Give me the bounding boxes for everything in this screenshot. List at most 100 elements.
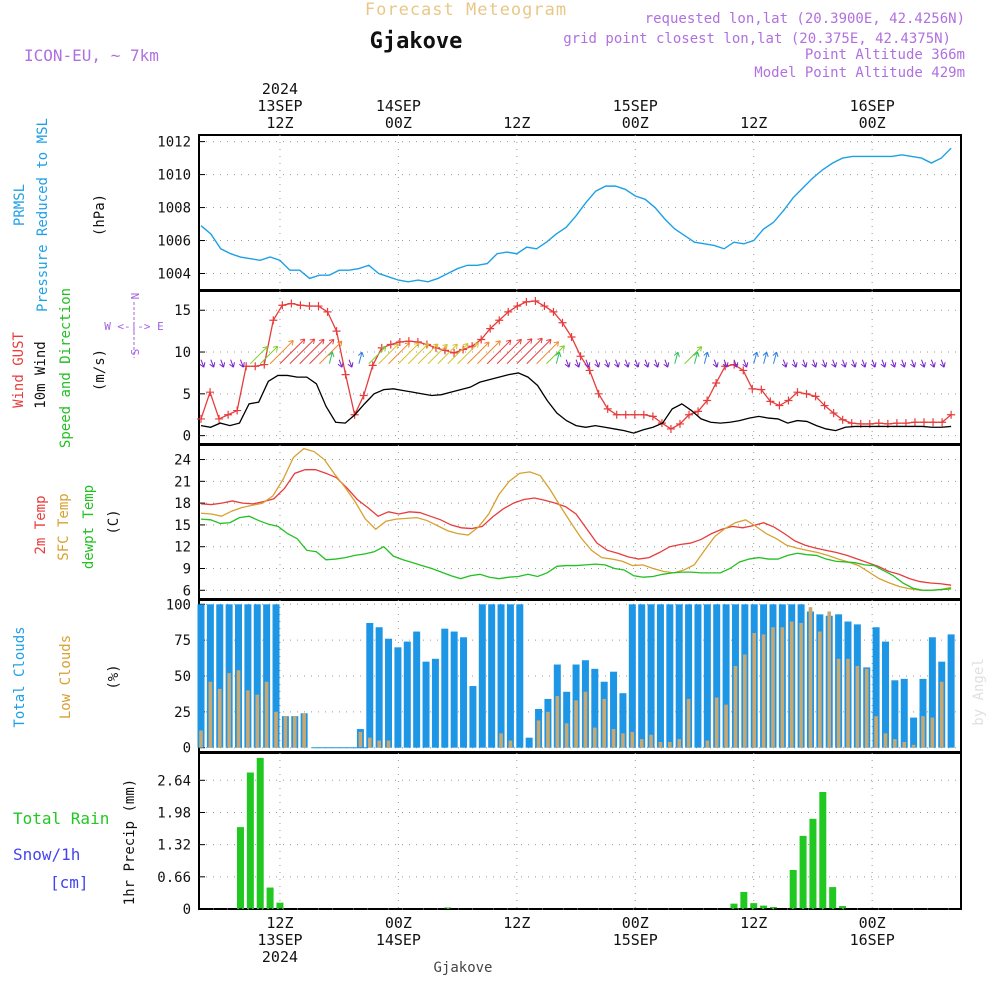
total-cloud-bar [206, 604, 214, 748]
wind-direction-arrow [900, 359, 907, 368]
total-cloud-bar [638, 604, 646, 748]
wind-direction-arrow [299, 338, 325, 365]
rain-bar [730, 903, 738, 909]
total-cloud-bar [656, 604, 664, 748]
gust-marker [811, 392, 820, 401]
low-clouds-label: Low Clouds [58, 635, 74, 719]
wind-direction-arrow [309, 338, 335, 365]
low-cloud-bar [836, 658, 841, 748]
gust-marker [666, 424, 675, 433]
gust-marker [314, 302, 323, 311]
low-cloud-bar [733, 665, 738, 748]
bottom-time-label: 14SEP [376, 931, 421, 949]
wind-direction-arrow [467, 341, 490, 365]
rain-label: Total Rain [13, 809, 109, 828]
panel-4: 0 25 50 75 100 [166, 597, 962, 757]
gust-marker [441, 346, 450, 355]
wind-direction-arrow [259, 345, 279, 365]
total-cloud-bar [441, 628, 449, 748]
gust-marker [929, 418, 938, 427]
total-cloud-bar [891, 680, 899, 748]
gust-marker [910, 418, 919, 427]
total-cloud-bar [713, 604, 721, 748]
rain-bar [769, 907, 777, 909]
total-cloud-bar [872, 627, 880, 748]
top-time-label: 12Z [503, 114, 530, 132]
gust-label: Wind GUST [11, 332, 27, 408]
total-cloud-bar [460, 637, 468, 748]
gust-marker [630, 410, 639, 419]
panel-2: 0 5 10 15 [174, 290, 962, 445]
wind-direction-arrow [860, 359, 867, 368]
wind-direction-arrow [378, 343, 399, 365]
total-cloud-bar [422, 661, 430, 748]
y-tick-label: 5 [183, 387, 191, 403]
panel-3: 6 9 12 15 18 21 24 [174, 444, 962, 600]
gust-marker [495, 316, 504, 325]
low-cloud-bar [686, 698, 691, 748]
wind-direction-arrow [229, 359, 235, 368]
gust-marker [576, 352, 585, 361]
total-cloud-bar [272, 604, 280, 748]
rain-bar [750, 903, 758, 909]
wind-direction-arrow [546, 345, 565, 365]
low-cloud-bar [199, 730, 203, 748]
wind-direction-arrow [762, 351, 769, 364]
wind-direction-arrow [643, 359, 650, 368]
total-cloud-bar [685, 604, 693, 748]
gust-marker [784, 396, 793, 405]
total-cloud-bar [703, 604, 711, 748]
total-cloud-bar [910, 717, 918, 748]
rain-bar [236, 827, 244, 909]
bottom-time-label: 00Z [622, 914, 649, 932]
wind-direction-arrow [880, 359, 887, 368]
grid-point-coords: grid point closest lon,lat (20.375E, 42.… [563, 31, 951, 47]
total-cloud-bar [478, 604, 486, 748]
dewpt-line [200, 515, 952, 591]
wind-direction-arrow [319, 340, 343, 365]
low-cloud-bar [930, 717, 935, 748]
panel-frame [198, 752, 962, 910]
y-tick-label: 2.64 [157, 773, 191, 789]
low-cloud-bar [593, 727, 597, 748]
wind-line [200, 372, 952, 434]
wind-direction-arrow [516, 337, 543, 365]
gust-marker [359, 391, 368, 400]
gust-marker [540, 302, 549, 311]
cloud-unit: (%) [106, 664, 122, 689]
low-cloud-bar [536, 720, 541, 748]
panel-1: 1004 1006 1008 1010 1012 [157, 134, 962, 291]
wind-direction-arrow [722, 359, 729, 368]
gust-marker [901, 419, 910, 428]
gust-marker [197, 414, 205, 423]
wind-direction-arrow [417, 343, 439, 365]
low-cloud-bar [574, 700, 578, 748]
total-cloud-bar [253, 604, 261, 748]
total-cloud-bar [244, 604, 252, 748]
gust-marker [694, 407, 703, 416]
low-cloud-bar [771, 627, 775, 748]
gust-marker [712, 378, 721, 387]
y-tick-label: 9 [183, 561, 191, 577]
gust-marker [386, 340, 395, 349]
low-cloud-bar [705, 740, 710, 748]
gust-marker [522, 297, 531, 306]
y-tick-label: 100 [166, 597, 191, 613]
total-cloud-bar [619, 693, 627, 748]
gust-marker [549, 307, 558, 316]
total-cloud-bar [919, 678, 927, 748]
wind-direction-arrow [526, 338, 552, 365]
low-cloud-bar [367, 737, 372, 748]
total-clouds-label: Total Clouds [12, 626, 28, 727]
gust-marker [567, 332, 576, 341]
wind-direction-arrow [673, 351, 680, 364]
top-time-label: 13SEP [257, 97, 302, 115]
low-cloud-bar [846, 658, 850, 748]
low-cloud-bar [358, 731, 363, 748]
total-cloud-bar [385, 638, 393, 748]
rain-bar [799, 835, 807, 909]
gust-marker [450, 348, 459, 357]
wind-direction-arrow [437, 343, 458, 365]
low-cloud-bar [546, 711, 550, 748]
y-tick-label: 12 [174, 540, 191, 556]
